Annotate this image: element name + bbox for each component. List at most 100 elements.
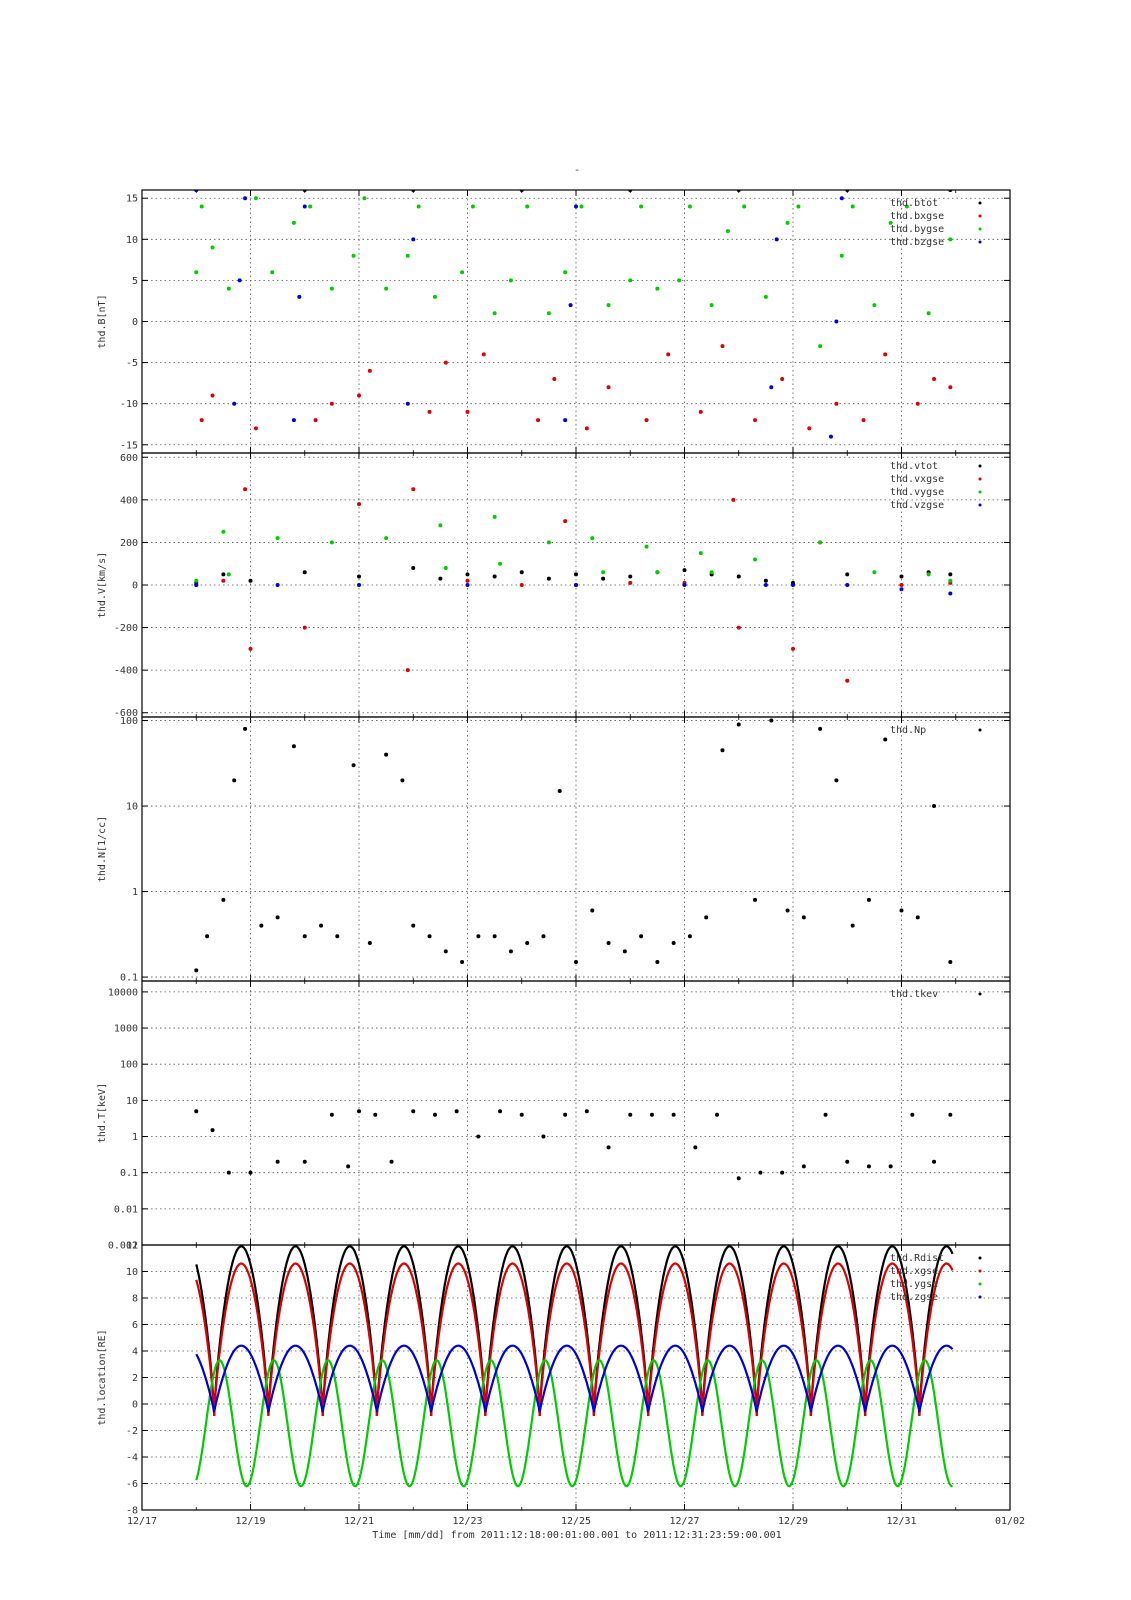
- data-point: [508, 278, 513, 283]
- data-point: [302, 1159, 307, 1164]
- legend-label: thd.vtot: [890, 461, 938, 472]
- series-thd.vzgse: [194, 583, 953, 596]
- data-point: [888, 220, 893, 225]
- data-point: [248, 578, 253, 583]
- data-point: [373, 1112, 378, 1117]
- data-point: [845, 572, 850, 577]
- data-point: [606, 385, 611, 390]
- legend-label: thd.vxgse: [890, 474, 944, 485]
- data-point: [720, 344, 725, 349]
- data-point: [291, 744, 296, 749]
- panel-B: -15 -10 -5 0 5 10 15 thd.B[nT] thd.btot thd.bxgse…: [97, 189, 1011, 454]
- data-point: [226, 286, 231, 291]
- series-thd.Np: [194, 718, 953, 973]
- y-tick-label: -2: [126, 1426, 138, 1437]
- data-point: [834, 401, 839, 406]
- y-tick-label: -8: [126, 1506, 138, 1517]
- data-point: [709, 570, 714, 575]
- panels: -15-10-5051015thd.B[nT]thd.btotthd.bxgse…: [97, 189, 1011, 1517]
- data-point: [774, 237, 779, 242]
- y-axis-label: thd.location[RE]: [97, 1329, 108, 1425]
- data-point: [584, 426, 589, 431]
- data-point: [872, 303, 877, 308]
- data-point: [796, 204, 801, 209]
- x-tick-label: 12/29: [778, 1516, 808, 1527]
- y-tick-label: 6: [132, 1320, 138, 1331]
- data-point: [736, 722, 741, 727]
- data-point: [351, 763, 356, 768]
- data-point: [302, 204, 307, 209]
- data-point: [492, 574, 497, 579]
- data-point: [335, 934, 340, 939]
- y-tick-label: 0: [132, 1400, 138, 1411]
- y-axis-label: thd.V[km/s]: [97, 552, 108, 618]
- data-point: [302, 570, 307, 575]
- series-thd.bygse: [194, 196, 953, 349]
- x-axis: 12/17 12/19 12/21 12/23 12/25 12/27 12/29 12/31…: [127, 1516, 1025, 1527]
- y-tick-label: 2: [132, 1373, 138, 1384]
- y-tick-label: -6: [126, 1479, 138, 1490]
- data-point: [628, 580, 633, 585]
- data-point: [460, 960, 465, 965]
- legend-label: thd.btot: [890, 198, 938, 209]
- data-point: [232, 401, 237, 406]
- data-point: [232, 778, 237, 783]
- data-point: [492, 934, 497, 939]
- data-point: [427, 934, 432, 939]
- y-tick-label: 10000: [108, 987, 138, 998]
- data-point: [845, 583, 850, 587]
- data-point: [932, 1159, 937, 1164]
- data-point: [210, 1128, 215, 1133]
- data-point: [546, 311, 551, 316]
- data-point: [541, 1134, 546, 1139]
- data-point: [357, 583, 361, 587]
- data-point: [763, 578, 768, 583]
- data-point: [519, 583, 524, 587]
- legend-marker: [978, 477, 982, 481]
- data-point: [866, 897, 871, 902]
- data-point: [470, 204, 475, 209]
- data-point: [568, 303, 573, 308]
- data-point: [888, 1164, 893, 1169]
- legend-label: thd.tkev: [890, 989, 938, 1000]
- data-point: [351, 253, 356, 258]
- y-tick-label: 0.1: [120, 973, 138, 984]
- data-point: [574, 960, 578, 965]
- data-point: [834, 778, 839, 783]
- legend-marker: [978, 240, 982, 244]
- data-point: [275, 915, 280, 920]
- data-point: [519, 1112, 524, 1117]
- data-point: [574, 583, 578, 587]
- data-point: [791, 646, 795, 651]
- data-point: [671, 1112, 676, 1117]
- data-point: [693, 1145, 698, 1150]
- legend-label: thd.xgse: [890, 1266, 938, 1277]
- series-thd.vxgse: [194, 487, 953, 683]
- data-point: [237, 278, 242, 283]
- data-point: [465, 578, 470, 583]
- data-point: [606, 941, 611, 946]
- figure-top-title: -: [574, 165, 580, 176]
- data-point: [818, 344, 823, 349]
- data-point: [736, 1176, 741, 1181]
- data-point: [682, 568, 687, 573]
- data-point: [313, 418, 318, 423]
- y-tick-label: 0.01: [114, 1204, 138, 1215]
- data-point: [845, 678, 850, 683]
- data-point: [563, 270, 568, 275]
- data-point: [199, 204, 204, 209]
- data-point: [253, 196, 258, 201]
- data-point: [758, 1170, 763, 1175]
- data-point: [785, 908, 790, 913]
- data-point: [649, 1112, 654, 1117]
- y-tick-label: 10: [126, 802, 138, 813]
- data-point: [384, 286, 389, 291]
- data-point: [915, 401, 920, 406]
- data-point: [834, 319, 839, 324]
- data-point: [253, 426, 258, 431]
- data-point: [899, 574, 904, 579]
- data-point: [769, 718, 774, 723]
- y-tick-label: 100: [120, 716, 138, 727]
- data-point: [210, 245, 215, 250]
- data-point: [275, 1159, 280, 1164]
